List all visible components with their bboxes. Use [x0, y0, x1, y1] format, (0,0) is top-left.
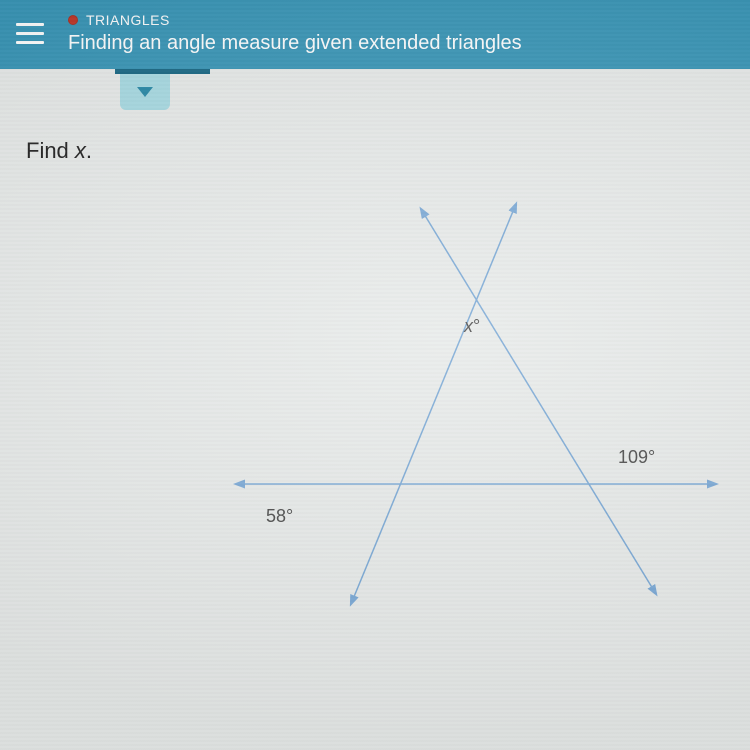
left-side-line — [351, 204, 516, 604]
prompt-variable: x — [75, 138, 86, 163]
problem-prompt: Find x. — [26, 138, 724, 164]
right-side-line — [421, 209, 656, 594]
category-dot-icon — [68, 15, 78, 25]
dropdown-pill[interactable] — [120, 74, 170, 110]
app-header: TRIANGLES Finding an angle measure given… — [0, 0, 750, 69]
diagram-svg — [176, 184, 736, 614]
content-area: Find x. x° 109° 58° — [0, 110, 750, 642]
caret-down-icon — [137, 87, 153, 97]
header-titles: TRIANGLES Finding an angle measure given… — [68, 12, 522, 55]
angle-x-degree: ° — [473, 316, 480, 336]
prompt-suffix: . — [86, 138, 92, 163]
lesson-title: Finding an angle measure given extended … — [68, 32, 522, 55]
category-label: TRIANGLES — [86, 12, 170, 28]
triangle-diagram: x° 109° 58° — [176, 184, 736, 614]
prompt-prefix: Find — [26, 138, 75, 163]
angle-x-var: x — [464, 316, 473, 336]
angle-label-109: 109° — [618, 447, 655, 468]
angle-label-58: 58° — [266, 506, 293, 527]
angle-label-x: x° — [464, 316, 480, 337]
category-row: TRIANGLES — [68, 12, 522, 28]
hamburger-menu-icon[interactable] — [16, 23, 44, 44]
